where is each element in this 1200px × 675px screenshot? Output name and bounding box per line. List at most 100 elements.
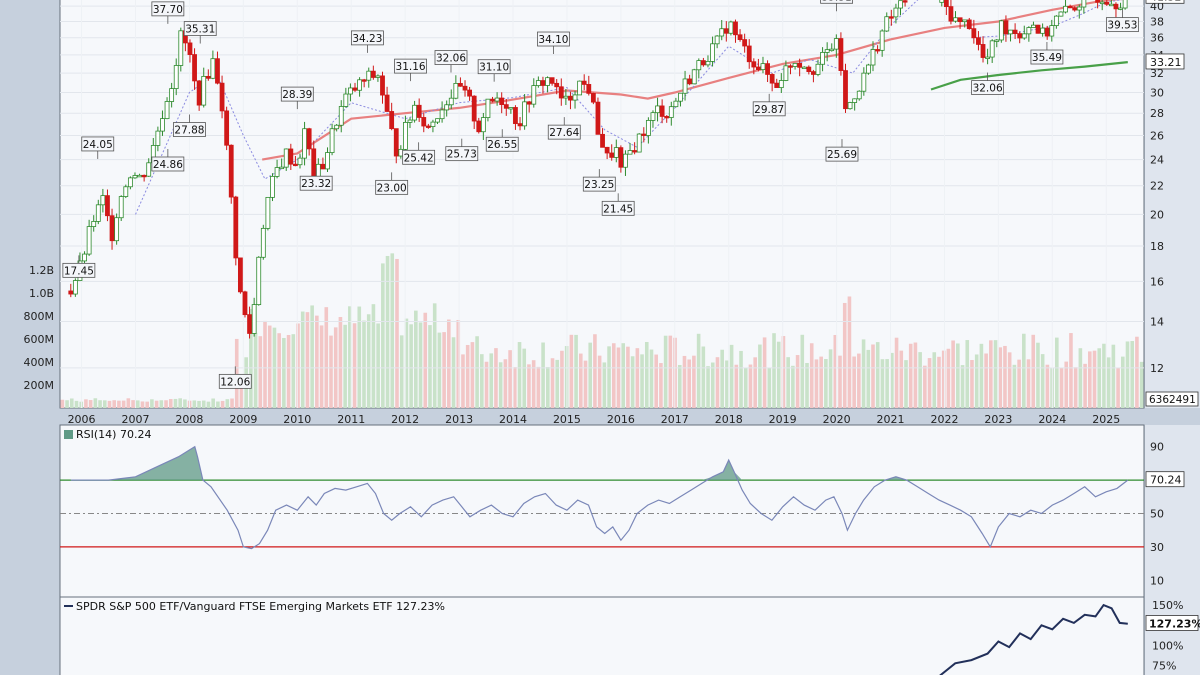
volume-bar xyxy=(154,400,159,408)
volume-bar xyxy=(772,333,776,408)
volume-bar xyxy=(1135,336,1139,408)
volume-bar xyxy=(663,335,668,408)
volume-badge-text: 6362491 xyxy=(1149,394,1196,406)
candle-body xyxy=(348,87,353,95)
volume-bar xyxy=(847,296,852,408)
volume-axis-label: 1.0B xyxy=(29,287,54,300)
rsi-tick-label: 50 xyxy=(1150,508,1164,521)
volume-bar xyxy=(885,359,889,408)
volume-bar xyxy=(904,360,908,408)
volume-bar xyxy=(871,344,875,408)
rsi-axis-bg xyxy=(1145,425,1200,597)
volume-bar xyxy=(1078,348,1083,408)
volume-bar xyxy=(451,337,456,408)
price-point-label-text: 34.23 xyxy=(352,33,382,45)
last-price-badge-text: 33.21 xyxy=(1150,56,1182,69)
price-tick-label: 26 xyxy=(1150,130,1164,143)
volume-bar xyxy=(352,323,357,408)
candle-body xyxy=(416,104,422,118)
price-point-label: 17.45 xyxy=(62,255,96,278)
rsi-title: RSI(14) 70.24 xyxy=(76,428,151,441)
volume-bar xyxy=(649,349,654,408)
rsi-legend-swatch xyxy=(64,430,73,439)
candle-body xyxy=(664,116,670,119)
candle-body xyxy=(737,34,743,40)
volume-bar xyxy=(494,348,498,408)
volume-bar xyxy=(937,356,941,408)
volume-bar xyxy=(781,336,786,408)
volume-bar xyxy=(833,334,838,408)
candle-body xyxy=(535,80,541,86)
candle-body xyxy=(884,16,890,32)
volume-bar xyxy=(168,399,173,408)
candle-body xyxy=(462,85,468,91)
volume-bar xyxy=(126,398,131,408)
x-tick-label: 2012 xyxy=(391,413,419,426)
price-point-label: 28.39 xyxy=(280,86,314,110)
price-tick-label: 38 xyxy=(1150,15,1164,28)
volume-bar xyxy=(1012,364,1017,408)
volume-bar xyxy=(1017,359,1021,408)
volume-bar xyxy=(173,398,178,408)
price-tick-label: 12 xyxy=(1150,362,1164,375)
price-point-label-text: 32.06 xyxy=(973,83,1003,95)
candle-body xyxy=(627,150,633,155)
candle-body xyxy=(146,162,152,177)
volume-bar xyxy=(381,263,385,408)
candle-body xyxy=(435,118,440,123)
volume-bar xyxy=(621,343,626,408)
ratio-axis-bg xyxy=(1145,597,1200,675)
volume-bar xyxy=(324,307,329,408)
price-point-label: 29.87 xyxy=(752,93,786,117)
volume-bar xyxy=(715,357,720,408)
volume-bar xyxy=(319,325,324,408)
candle-body xyxy=(91,221,97,227)
candle-body xyxy=(687,78,693,85)
candle-body xyxy=(485,98,491,118)
volume-bar xyxy=(409,324,413,408)
volume-bar xyxy=(984,353,988,408)
price-point-label-text: 25.42 xyxy=(404,152,434,164)
rsi-last-badge-text: 70.24 xyxy=(1150,474,1182,487)
rsi-overbought-fill xyxy=(70,446,1128,481)
price-point-label-text: 23.32 xyxy=(301,178,331,190)
volume-bar xyxy=(1120,356,1125,408)
ratio-tick-label: 100% xyxy=(1152,640,1183,653)
candle-body xyxy=(558,86,564,99)
price-tick-label: 32 xyxy=(1150,67,1164,80)
candle-body xyxy=(513,107,518,125)
candle-body xyxy=(1008,29,1013,35)
candle-body xyxy=(265,196,271,229)
volume-bar xyxy=(475,336,479,408)
candle-body xyxy=(957,17,963,23)
candle-body xyxy=(783,65,789,81)
volume-axis-label: 200M xyxy=(24,379,55,392)
candle-body xyxy=(797,62,803,68)
candle-body xyxy=(531,85,537,105)
price-point-label-text: 24.86 xyxy=(153,159,183,171)
candle-body xyxy=(370,70,376,78)
candle-body xyxy=(939,0,945,3)
volume-bar xyxy=(861,339,866,408)
volume-bar xyxy=(84,399,88,408)
candle-body xyxy=(866,64,871,74)
candle-body xyxy=(696,60,702,71)
candle-body xyxy=(444,104,450,111)
volume-bar xyxy=(437,332,442,408)
volume-bar xyxy=(442,332,446,408)
volume-bar xyxy=(447,319,451,408)
candle-body xyxy=(875,49,880,52)
candle-body xyxy=(302,128,307,159)
rsi-tick-label: 90 xyxy=(1150,441,1164,454)
candle-body xyxy=(343,93,349,107)
candle-body xyxy=(247,314,252,334)
volume-bar xyxy=(1045,364,1050,408)
x-tick-label: 2022 xyxy=(930,413,958,426)
candle-body xyxy=(1104,1,1110,5)
price-point-label-text: 31.16 xyxy=(396,61,426,73)
candle-body xyxy=(994,39,1000,42)
candle-body xyxy=(659,105,665,117)
volume-bar xyxy=(607,346,611,408)
price-point-label-text: 25.73 xyxy=(447,149,477,161)
price-point-label: 23.32 xyxy=(299,168,333,191)
